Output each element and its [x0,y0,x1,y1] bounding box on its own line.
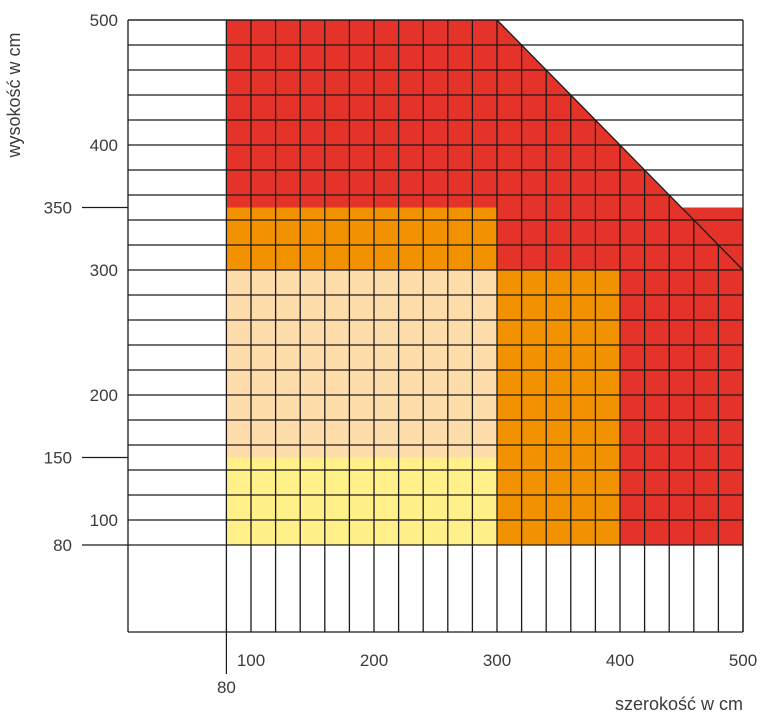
diagonal-line [496,19,744,271]
grid-layer [127,19,744,633]
region-6 [226,20,497,208]
x-tick-label: 100 [237,651,265,670]
y-tick-label: 500 [90,11,118,30]
y-extra-tick-label: 350 [44,199,72,218]
x-axis-title: szerokość w cm [615,694,743,714]
regions-layer [226,20,743,545]
y-extra-tick-label: 80 [53,536,72,555]
y-tick-label: 300 [90,261,118,280]
x-tick-label: 200 [360,651,388,670]
region-3 [497,270,620,545]
x-extra-tick-label: 80 [217,678,236,697]
region-0 [226,457,497,545]
x-tick-label: 400 [606,651,634,670]
region-1 [226,270,497,458]
x-tick-label: 500 [729,651,757,670]
region-2 [226,207,497,270]
y-tick-label: 200 [90,386,118,405]
region-4 [620,270,743,545]
y-tick-label: 100 [90,511,118,530]
y-axis-title: wysokość w cm [4,32,24,158]
y-extra-tick-label: 150 [44,449,72,468]
y-tick-label: 400 [90,136,118,155]
ticks-layer: 100 200 300 400 500 80 150 350 100 200 300 400 500 80 [44,11,758,697]
x-tick-label: 300 [483,651,511,670]
